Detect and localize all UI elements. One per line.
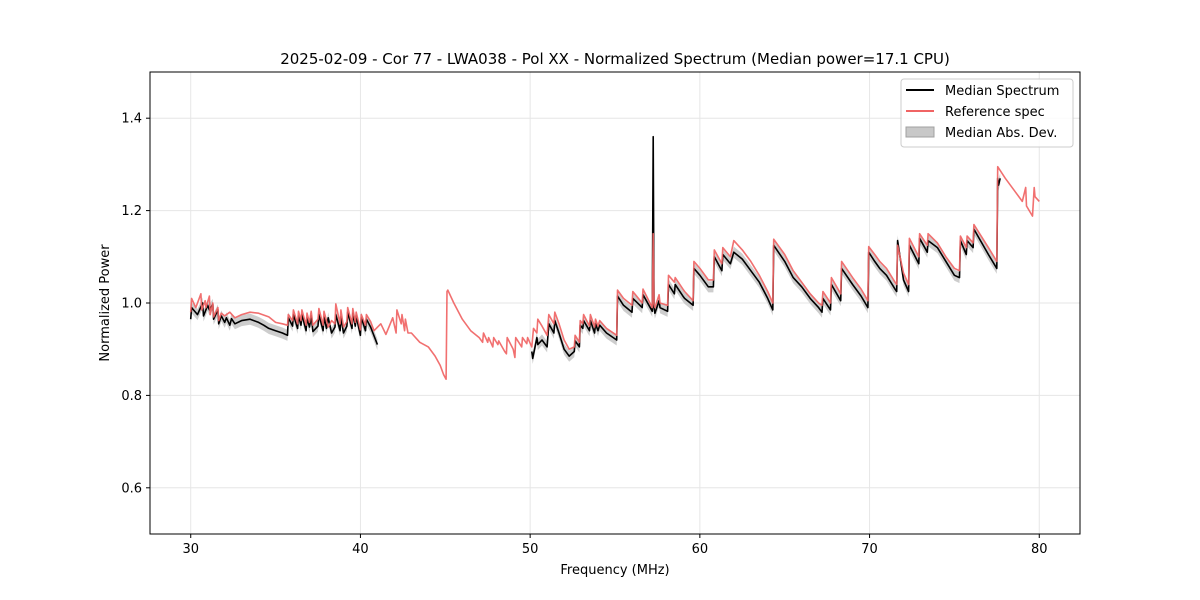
reference-spectrum-line [189, 165, 1040, 381]
y-tick-label: 1.4 [121, 112, 142, 127]
x-tick-label: 70 [861, 542, 878, 557]
x-tick-label: 30 [182, 542, 199, 557]
y-tick-label: 1.2 [121, 204, 142, 219]
x-tick-label: 50 [522, 542, 539, 557]
series-layer [189, 135, 1040, 381]
y-tick-label: 0.8 [121, 389, 142, 404]
x-tick-label: 40 [352, 542, 369, 557]
chart-title: 2025-02-09 - Cor 77 - LWA038 - Pol XX - … [280, 50, 950, 68]
mad-band-area [190, 297, 378, 351]
x-axis-label: Frequency (MHz) [560, 563, 669, 578]
x-tick-label: 80 [1031, 542, 1048, 557]
x-tick-label: 60 [692, 542, 709, 557]
y-tick-label: 0.6 [121, 481, 142, 496]
tick-layer: 30 40 50 60 70 80 0.6 0.8 1.0 1.2 1.4 [121, 112, 1047, 557]
legend: Median Spectrum Reference spec Median Ab… [900, 78, 1074, 148]
legend-label-reference-spec: Reference spec [945, 105, 1045, 120]
legend-box [900, 78, 1074, 148]
y-tick-label: 1.0 [121, 297, 142, 312]
legend-label-median-abs-dev: Median Abs. Dev. [945, 126, 1057, 141]
legend-label-median-spectrum: Median Spectrum [945, 84, 1059, 99]
legend-swatch-median-abs-dev [905, 126, 935, 138]
y-axis-label: Normalized Power [98, 244, 113, 362]
